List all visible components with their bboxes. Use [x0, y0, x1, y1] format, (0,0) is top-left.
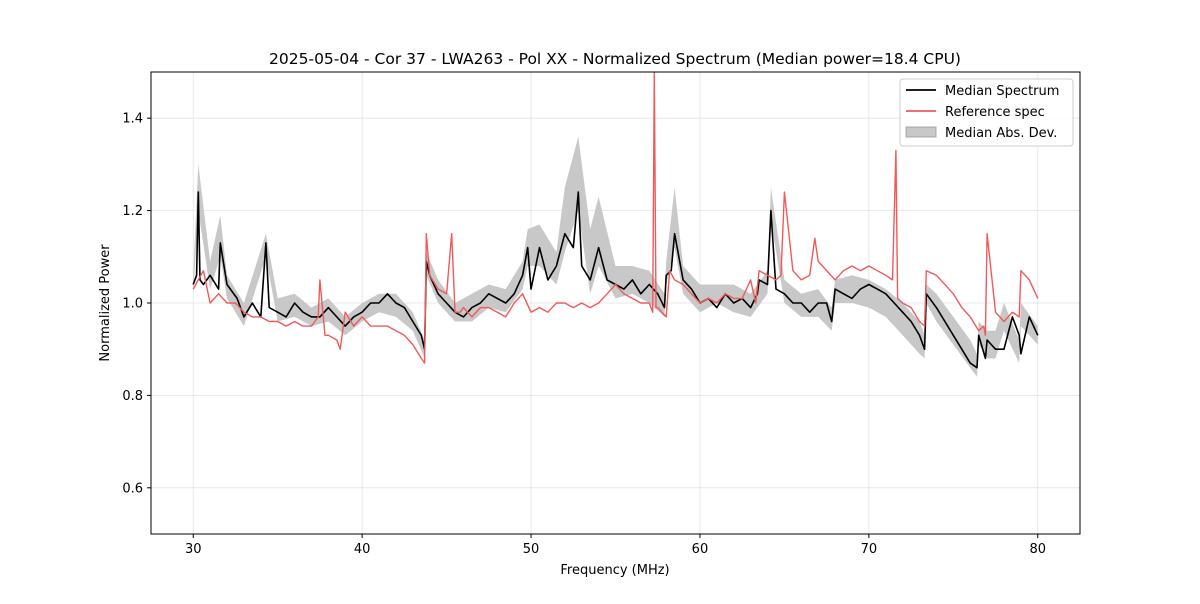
y-tick-label: 0.6	[122, 481, 143, 496]
legend-label-median: Median Spectrum	[945, 84, 1059, 99]
legend-label-mad: Median Abs. Dev.	[945, 126, 1057, 141]
mad-band-area	[193, 136, 1038, 377]
ticks: 30 40 50 60 70 80 0.6 0.8 1.0 1.2 1.4	[122, 112, 1046, 557]
chart-title: 2025-05-04 - Cor 37 - LWA263 - Pol XX - …	[269, 50, 961, 68]
mad-band-layer	[193, 136, 1038, 377]
y-axis-label: Normalized Power	[98, 244, 113, 362]
x-tick-label: 60	[692, 542, 709, 557]
legend-box	[899, 78, 1074, 147]
legend-label-reference: Reference spec	[945, 105, 1045, 120]
y-tick-label: 1.0	[122, 297, 143, 312]
reference-spec-line	[192, 72, 1039, 364]
legend-swatch-mad	[905, 126, 937, 138]
legend: Median Spectrum Reference spec Median Ab…	[899, 78, 1074, 147]
x-tick-label: 30	[185, 542, 202, 557]
x-tick-label: 70	[861, 542, 878, 557]
series-layer	[192, 72, 1039, 369]
x-axis-label: Frequency (MHz)	[560, 563, 669, 578]
y-tick-label: 1.2	[122, 204, 143, 219]
y-tick-label: 0.8	[122, 389, 143, 404]
x-tick-label: 80	[1029, 542, 1046, 557]
x-tick-label: 40	[354, 542, 371, 557]
y-tick-label: 1.4	[122, 112, 143, 127]
x-tick-label: 50	[523, 542, 540, 557]
